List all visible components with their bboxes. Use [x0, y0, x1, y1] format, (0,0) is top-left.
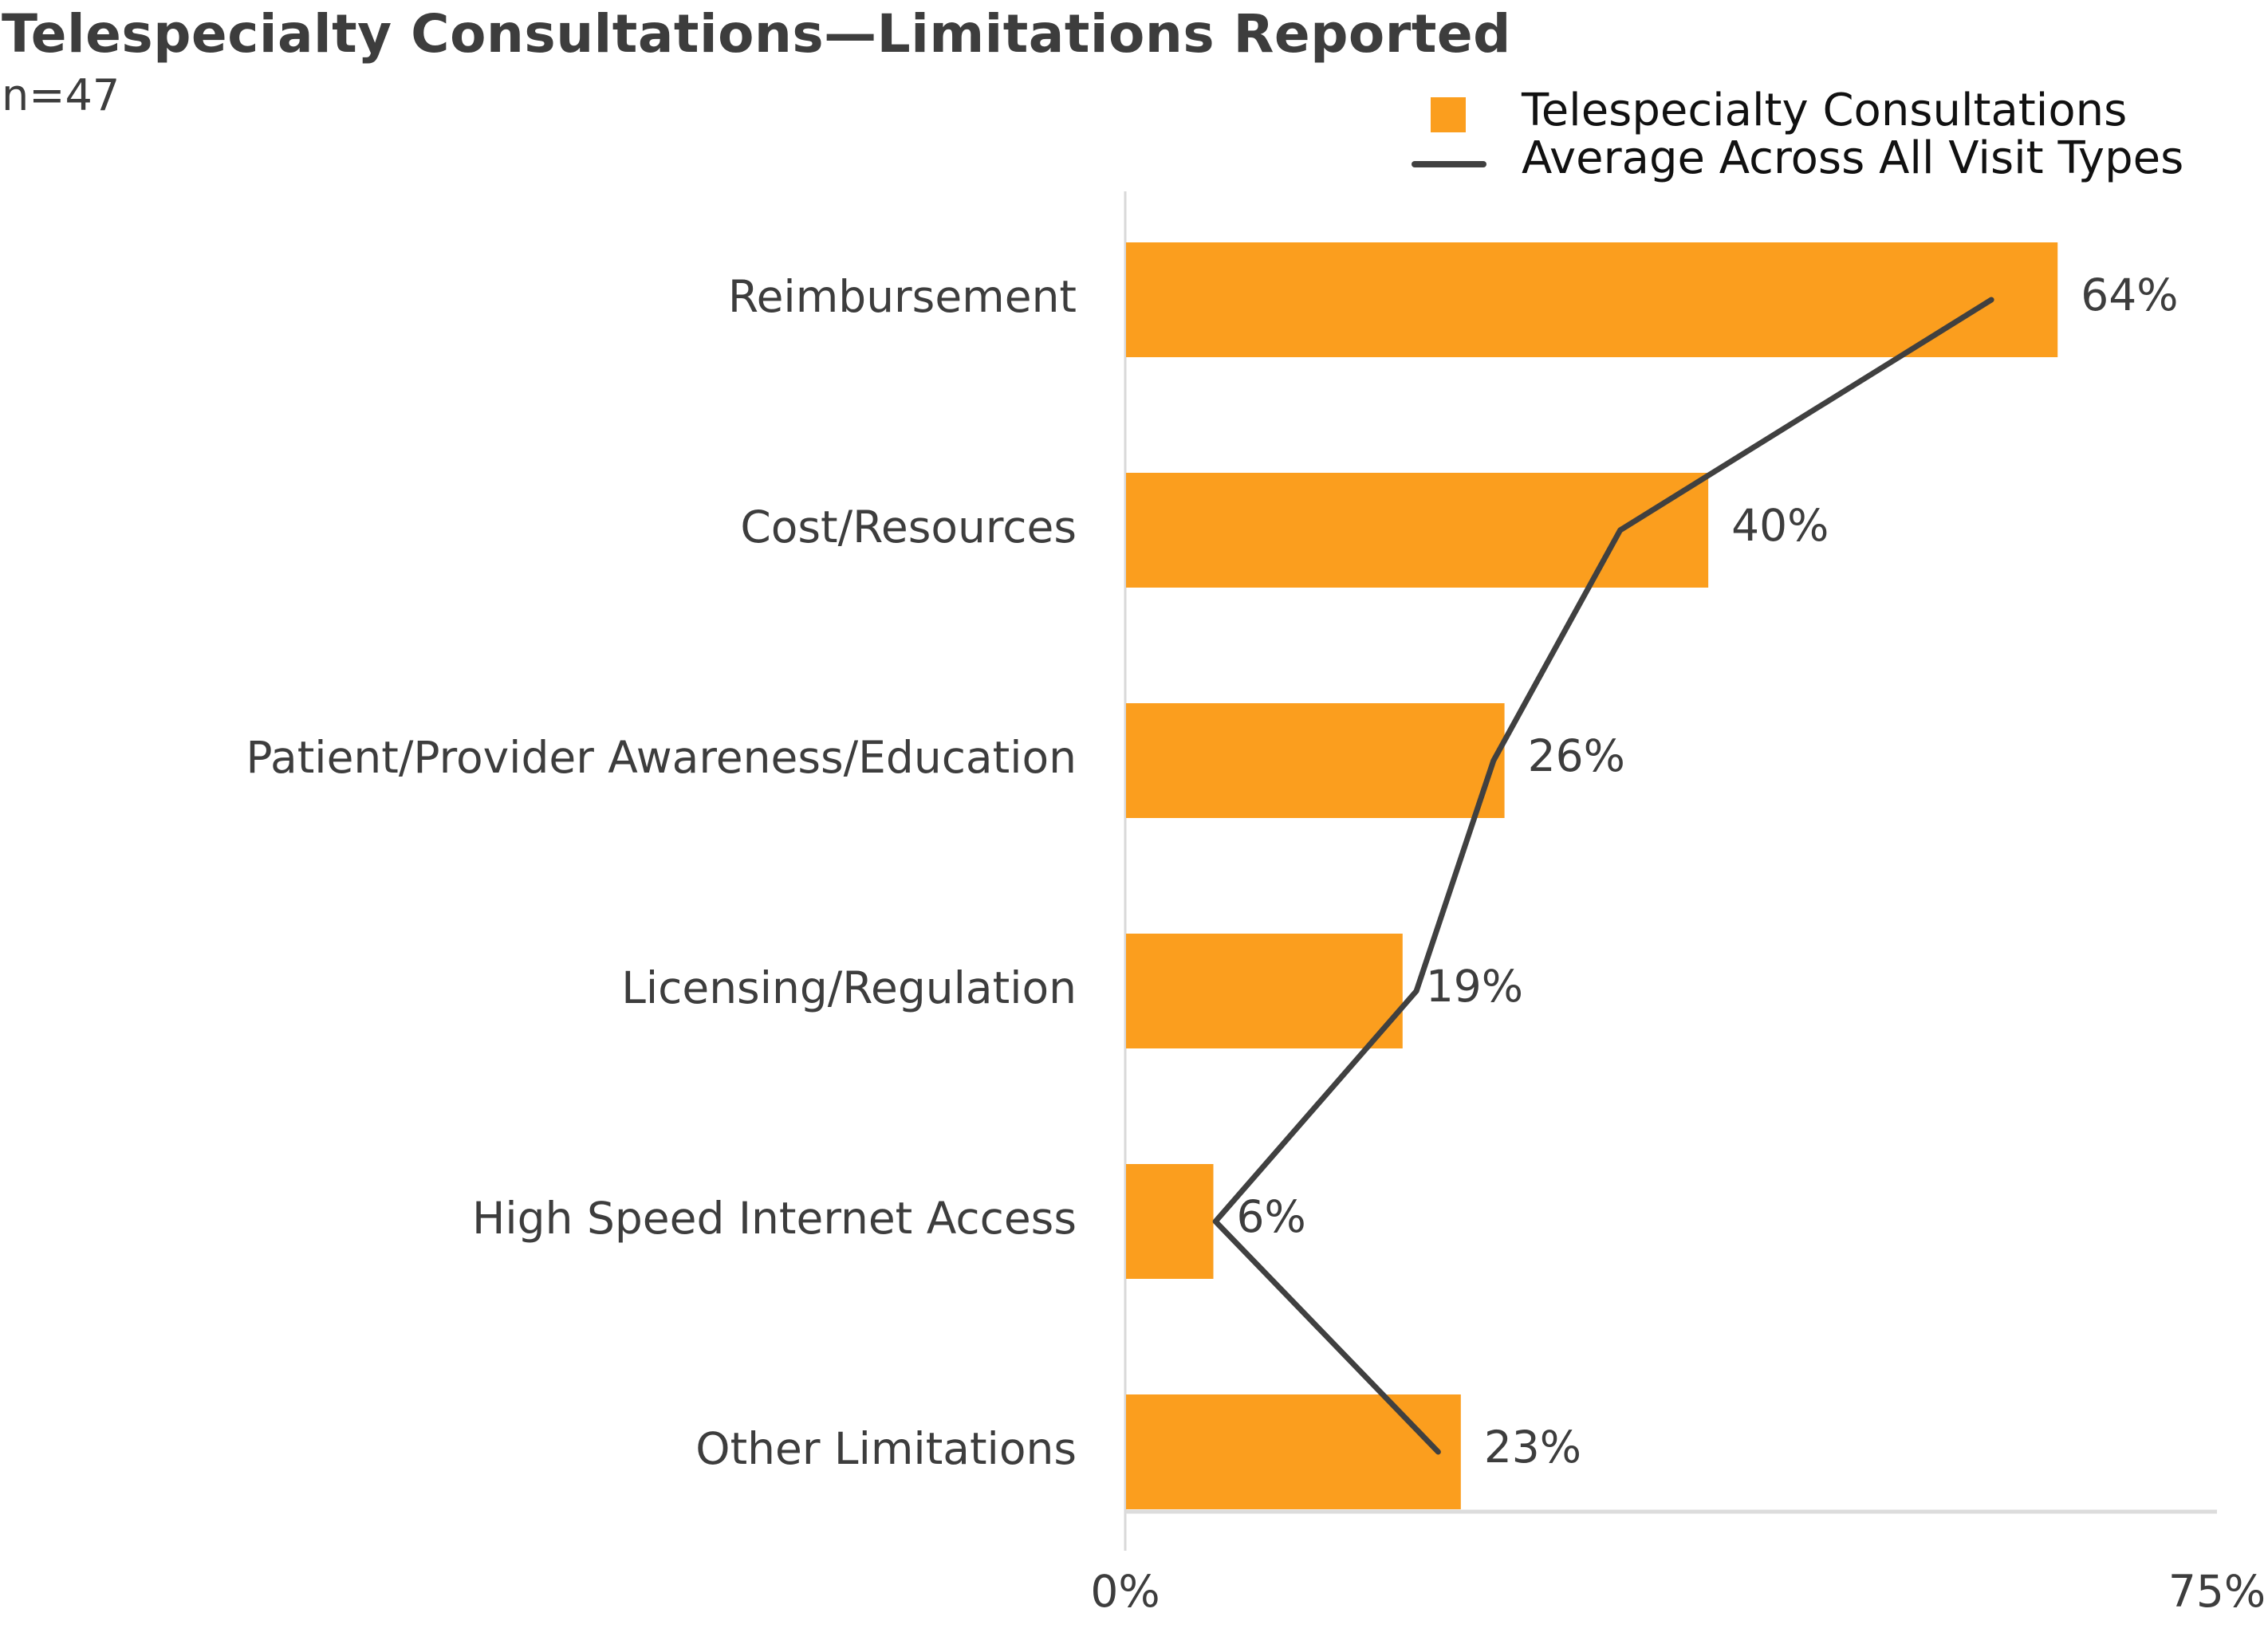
bar [1126, 242, 2058, 357]
category-label: Cost/Resources [740, 501, 1077, 553]
x-tick-label: 75% [2168, 1566, 2266, 1617]
data-label: 40% [1731, 500, 1829, 551]
bar [1126, 703, 1505, 818]
category-label: Licensing/Regulation [621, 962, 1077, 1013]
data-label: 26% [1528, 730, 1625, 781]
legend-swatch-line-icon [1412, 161, 1486, 167]
average-line-point [1215, 1221, 1216, 1222]
average-line-point [1416, 990, 1417, 992]
data-label: 64% [2081, 269, 2178, 321]
bar [1126, 1164, 1214, 1279]
chart-title: Telespecialty Consultations—Limitations … [2, 3, 1511, 65]
chart-subtitle: n=47 [2, 70, 120, 120]
bar [1126, 473, 1709, 588]
x-tick-label: 0% [1090, 1566, 1160, 1617]
average-line-point [1990, 299, 1992, 301]
data-label: 23% [1484, 1422, 1581, 1473]
bar [1126, 934, 1403, 1048]
legend-label: Average Across All Visit Types [1522, 132, 2184, 184]
legend-swatch-bar-icon [1431, 97, 1466, 132]
data-label: 19% [1426, 961, 1523, 1012]
legend-label: Telespecialty Consultations [1522, 85, 2128, 136]
category-label: Patient/Provider Awareness/Education [246, 732, 1077, 783]
category-label: High Speed Internet Access [472, 1193, 1077, 1244]
category-label: Reimbursement [728, 271, 1077, 322]
category-label: Other Limitations [695, 1423, 1077, 1474]
average-line [1212, 297, 1994, 1455]
average-line-point [1437, 1451, 1439, 1453]
bar [1126, 1394, 1461, 1509]
data-label: 6% [1237, 1191, 1306, 1242]
